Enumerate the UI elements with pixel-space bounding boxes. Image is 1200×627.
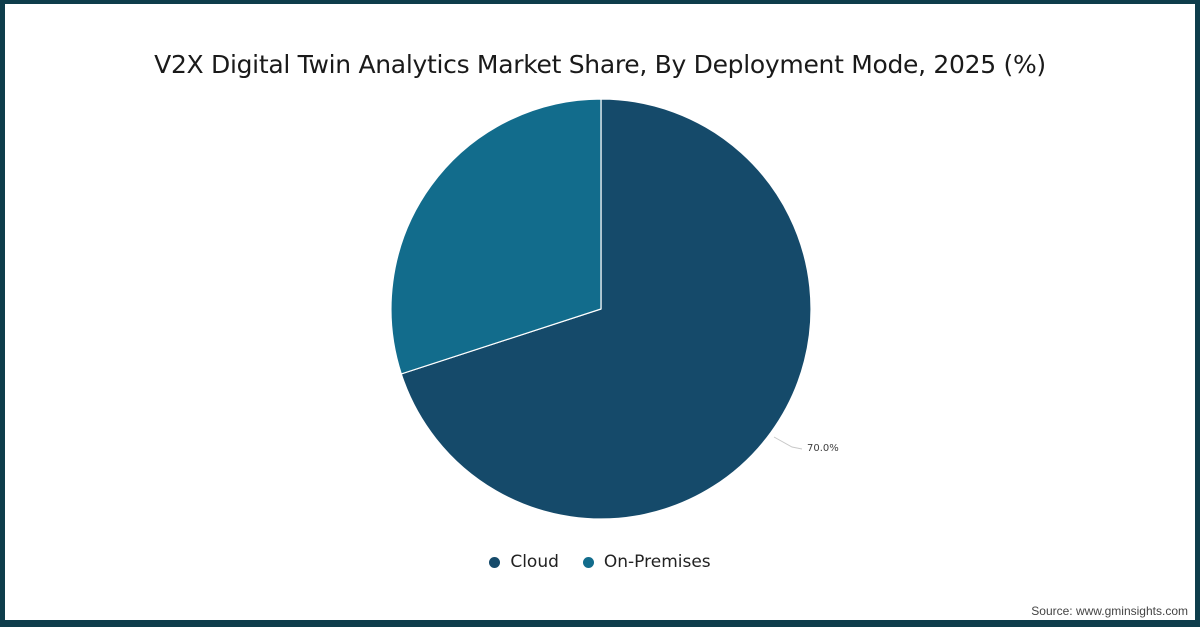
- legend-label: On-Premises: [603, 552, 711, 572]
- legend-item-on-premises[interactable]: On-Premises: [582, 552, 711, 572]
- chart-title: V2X Digital Twin Analytics Market Share,…: [154, 50, 1046, 79]
- pie-slice-cloud[interactable]: [400, 98, 812, 520]
- legend-marker-icon: [582, 556, 594, 568]
- legend-label: Cloud: [510, 552, 559, 572]
- legend: Cloud On-Premises: [0, 552, 1200, 572]
- data-label-cloud: 70.0%: [807, 443, 839, 454]
- legend-item-cloud[interactable]: Cloud: [489, 552, 559, 572]
- pie-slice-on-premises[interactable]: [390, 98, 602, 375]
- data-label-leader-line: [773, 436, 803, 450]
- source-credit: Source: www.gminsights.com: [1031, 604, 1188, 618]
- legend-marker-icon: [489, 556, 501, 568]
